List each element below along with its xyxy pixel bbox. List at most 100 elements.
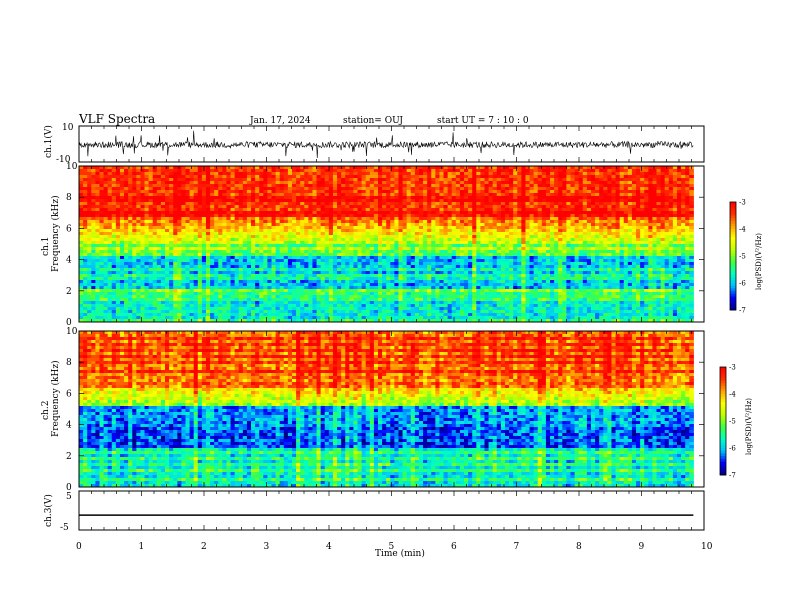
spectrogram-cell (640, 250, 645, 254)
spectrogram-cell (439, 196, 445, 200)
spectrogram-cell (668, 187, 674, 191)
spectrogram-cell (382, 205, 387, 209)
spectrogram-cell (431, 232, 436, 236)
spectrogram-cell (410, 229, 416, 233)
spectrogram-cell (283, 256, 289, 260)
spectrogram-cell (201, 229, 207, 233)
spectrogram-cell (394, 208, 399, 212)
spectrogram-cell (631, 172, 637, 176)
spectrogram-cell (87, 229, 92, 233)
spectrogram-cell (365, 253, 371, 257)
spectrogram-cell (341, 205, 346, 209)
spectrogram-cell (562, 211, 567, 215)
spectrogram-cell (259, 169, 264, 173)
spectrogram-cell (271, 211, 277, 215)
spectrogram-cell (349, 199, 354, 203)
spectrogram-cell (283, 196, 289, 200)
spectrogram-cell (590, 238, 596, 242)
spectrogram-cell (402, 232, 408, 236)
spectrogram-cell (550, 175, 555, 179)
spectrogram-cell (423, 196, 428, 200)
spectrogram-cell (279, 220, 285, 224)
spectrogram-cell (504, 259, 510, 263)
spectrogram-cell (304, 211, 309, 215)
spectrogram-cell (582, 217, 588, 221)
spectrogram-cell (357, 211, 363, 215)
spectrogram-cell (582, 169, 588, 173)
spectrogram-cell (267, 229, 273, 233)
spectrogram-cell (500, 175, 506, 179)
spectrogram-cell (509, 250, 514, 254)
spectrogram-cell (513, 223, 518, 227)
spectrogram-cell (390, 202, 395, 206)
spectrogram-cell (382, 253, 387, 257)
spectrogram-cell (111, 253, 117, 257)
spectrogram-cell (472, 166, 477, 170)
spectrogram-cell (402, 184, 408, 188)
spectrogram-cell (107, 169, 113, 173)
spectrogram-cell (165, 238, 170, 242)
spectrogram-cell (189, 184, 195, 188)
spectrogram-cell (406, 193, 412, 197)
spectrogram-cell (406, 172, 412, 176)
spectrogram-cell (631, 169, 637, 173)
spectrogram-cell (255, 241, 260, 245)
spectrogram-cell (627, 229, 633, 233)
spectrogram-cell (623, 193, 629, 197)
spectrogram-cell (509, 172, 514, 176)
spectrogram-cell (615, 247, 621, 251)
spectrogram-cell (558, 253, 563, 257)
spectrogram-cell (201, 199, 207, 203)
spectrogram-cell (107, 241, 113, 245)
spectrogram-cell (574, 235, 580, 239)
spectrogram-cell (345, 220, 350, 224)
spectrogram-cell (210, 220, 215, 224)
spectrogram-cell (492, 178, 498, 182)
spectrogram-cell (615, 229, 621, 233)
spectrogram-cell (193, 232, 199, 236)
spectrogram-cell (99, 247, 105, 251)
spectrogram-cell (320, 175, 326, 179)
spectrogram-cell (341, 256, 346, 260)
spectrogram-cell (300, 193, 305, 197)
spectrogram-cell (308, 196, 313, 200)
spectrogram-cell (488, 226, 494, 230)
spectrogram-cell (103, 214, 109, 218)
spectrogram-cell (218, 238, 223, 242)
spectrogram-cell (390, 184, 395, 188)
spectrogram-cell (218, 253, 223, 257)
spectrogram-cell (111, 181, 117, 185)
spectrogram-cell (83, 259, 88, 263)
spectrogram-cell (423, 190, 428, 194)
spectrogram-cell (83, 178, 88, 182)
spectrogram-cell (91, 259, 96, 263)
spectrogram-cell (545, 199, 551, 203)
spectrogram-cell (296, 223, 301, 227)
spectrogram-cell (87, 190, 92, 194)
spectrogram-cell (582, 220, 588, 224)
spectrogram-cell (586, 247, 592, 251)
spectrogram-cell (267, 172, 273, 176)
spectrogram-cell (291, 217, 297, 221)
spectrogram-cell (369, 250, 375, 254)
spectrogram-cell (668, 193, 674, 197)
spectrogram-cell (132, 184, 137, 188)
spectrogram-cell (156, 214, 162, 218)
spectrogram-cell (222, 241, 227, 245)
spectrogram-cell (676, 199, 682, 203)
spectrogram-cell (238, 217, 244, 221)
spectrogram-cell (300, 169, 305, 173)
spectrogram-cell (283, 229, 289, 233)
spectrogram-cell (291, 232, 297, 236)
spectrogram-cell (664, 187, 670, 191)
spectrogram-cell (562, 235, 567, 239)
spectrogram-cell (640, 175, 645, 179)
spectrogram-cell (242, 220, 248, 224)
spectrogram-cell (459, 172, 465, 176)
spectrogram-cell (402, 259, 408, 263)
spectrogram-cell (291, 220, 297, 224)
spectrogram-cell (468, 181, 473, 185)
spectrogram-cell (611, 223, 617, 227)
spectrogram-cell (468, 232, 473, 236)
spectrogram-cell (390, 244, 395, 248)
